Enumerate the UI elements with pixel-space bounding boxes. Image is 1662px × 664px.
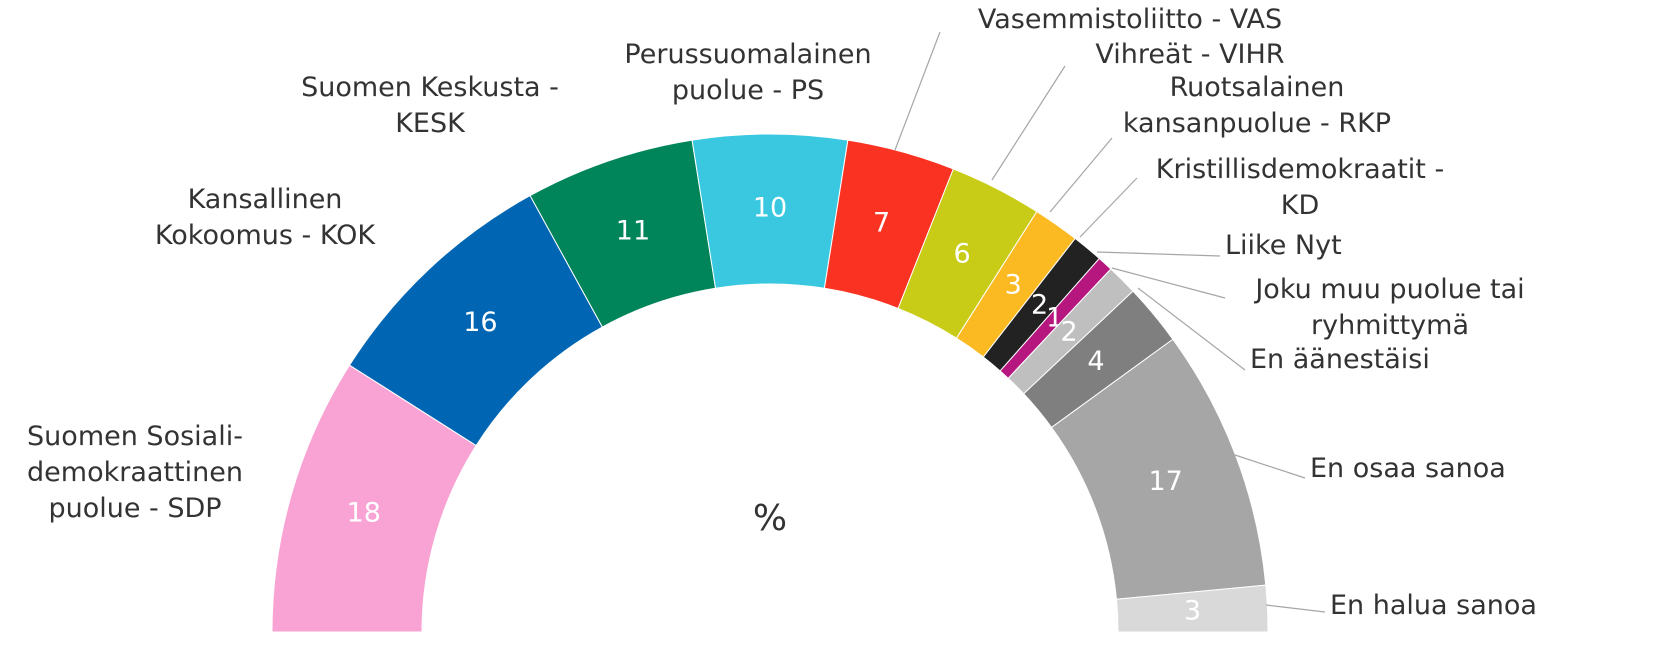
value-label: 18 bbox=[347, 497, 381, 528]
category-label: Vasemmistoliitto - VAS bbox=[978, 4, 1282, 35]
value-label: 10 bbox=[753, 193, 787, 224]
value-label: 16 bbox=[463, 307, 497, 338]
value-label: 11 bbox=[616, 215, 650, 246]
leader-line bbox=[1096, 251, 1221, 257]
category-label: Suomen Sosiali-demokraattinen puolue - SD… bbox=[27, 421, 243, 524]
value-label: 2 bbox=[1031, 290, 1048, 321]
value-label: 17 bbox=[1149, 466, 1183, 497]
value-label: 4 bbox=[1087, 346, 1104, 377]
leader-line bbox=[1137, 287, 1246, 371]
leader-line bbox=[1049, 137, 1113, 213]
category-label: Joku muu puolue tai ryhmittymä bbox=[1253, 274, 1524, 341]
category-label: Suomen Keskusta -KESK bbox=[301, 72, 559, 139]
category-label: Kansallinen Kokoomus - KOK bbox=[155, 184, 376, 251]
category-label: En halua sanoa bbox=[1330, 590, 1537, 621]
slice bbox=[1115, 584, 1269, 633]
value-label: 7 bbox=[873, 207, 890, 238]
leader-line bbox=[1111, 267, 1226, 299]
center-label: % bbox=[753, 498, 787, 539]
value-label: 2 bbox=[1061, 316, 1078, 347]
value-label: 3 bbox=[1184, 596, 1201, 627]
category-label: Liike Nyt bbox=[1225, 230, 1342, 261]
value-label: 3 bbox=[1005, 269, 1022, 300]
category-label: En äänestäisi bbox=[1250, 344, 1430, 375]
category-label: En osaa sanoa bbox=[1310, 453, 1506, 484]
leader-line bbox=[1234, 454, 1306, 479]
value-label: 6 bbox=[953, 239, 970, 270]
leader-line bbox=[894, 31, 941, 151]
leader-line bbox=[1265, 604, 1326, 613]
leader-line bbox=[1079, 177, 1138, 238]
leader-line bbox=[991, 65, 1066, 181]
category-label: Perussuomalainen puolue - PS bbox=[624, 39, 871, 106]
category-label: Kristillisdemokraatit -KD bbox=[1156, 154, 1444, 221]
category-label: Ruotsalainen kansanpuolue - RKP bbox=[1123, 72, 1391, 139]
category-label: Vihreät - VIHR bbox=[1095, 39, 1284, 70]
